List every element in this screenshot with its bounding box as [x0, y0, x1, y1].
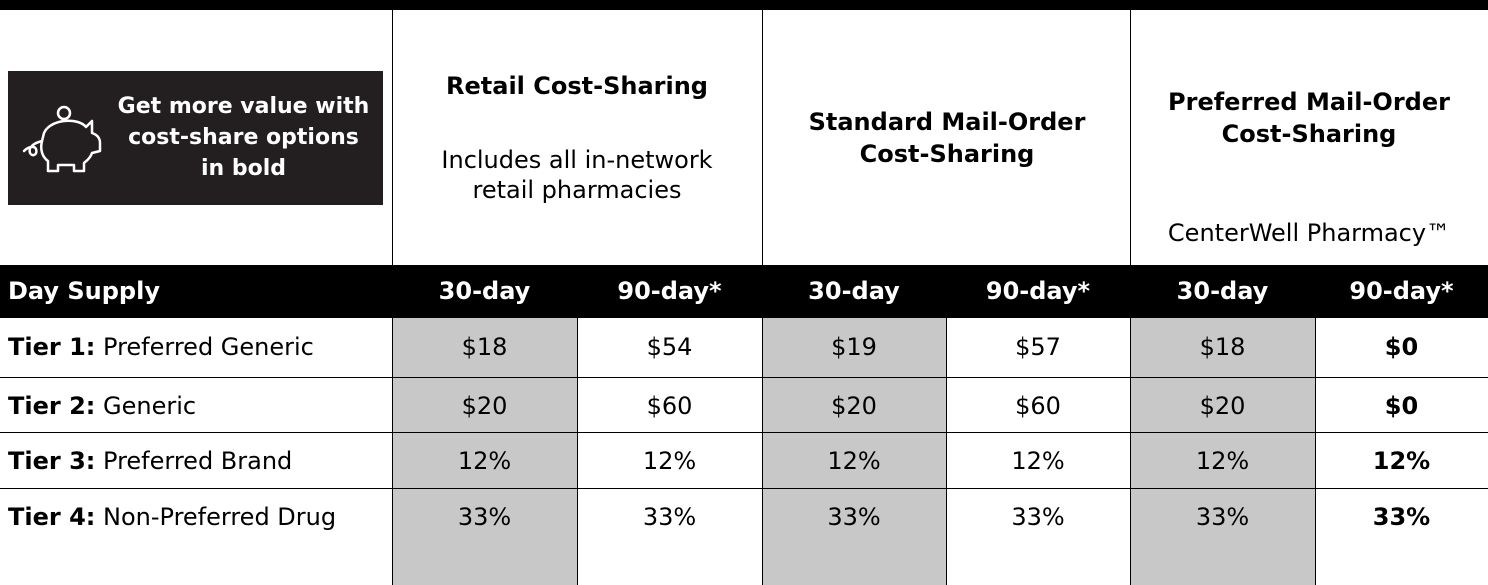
column-divider [577, 318, 578, 585]
cost-cell: $60 [1015, 392, 1061, 420]
top-bar [0, 0, 1488, 10]
column-title: Retail Cost-Sharing [446, 72, 708, 100]
header-cell: 30-day [808, 277, 900, 305]
column-title: Preferred Mail-Order Cost-Sharing [1168, 88, 1450, 148]
cost-cell: $57 [1015, 333, 1061, 361]
cost-cell: $19 [762, 318, 946, 377]
tier-cell: Tier 1: Preferred Generic [0, 318, 392, 377]
header-cell: 90-day* [1349, 277, 1454, 305]
tier-label: Tier 2: [8, 392, 96, 420]
column-subtitle: CenterWell Pharmacy™ [1167, 219, 1451, 247]
cost-cell: $54 [646, 333, 693, 361]
column-divider [392, 318, 393, 585]
tier-name: Generic [103, 392, 197, 420]
column-title: Standard Mail-Order Cost-Sharing [808, 108, 1086, 168]
tier-cell: Tier 3: Preferred Brand [0, 432, 392, 488]
cost-cell: 12% [392, 432, 577, 488]
cost-cell: 12% [1011, 447, 1065, 475]
tier-label: Tier 4: [8, 503, 96, 531]
header-cell: Day Supply [8, 277, 160, 305]
tier-label: Tier 1: [8, 333, 96, 361]
cost-cell: $18 [1130, 318, 1315, 377]
cost-cell: $20 [1130, 377, 1315, 432]
column-divider [946, 318, 947, 585]
column-divider [1315, 318, 1316, 585]
cost-cell: 12% [762, 432, 946, 488]
row-divider [0, 432, 1488, 433]
cost-cell: $20 [762, 377, 946, 432]
header-cell: 30-day [1176, 277, 1269, 305]
cost-cell: 12% [642, 447, 697, 475]
header-cell: 90-day* [617, 277, 722, 305]
cost-cell: 33% [1372, 503, 1431, 531]
cost-cell: $20 [392, 377, 577, 432]
divider [1130, 10, 1131, 265]
badge-text: Get more value with cost-share options i… [117, 94, 370, 181]
divider [392, 10, 393, 265]
tier-label: Tier 3: [8, 447, 96, 475]
header-cell: 90-day* [985, 277, 1091, 305]
tier-cell: Tier 2: Generic [0, 377, 392, 432]
column-divider [1130, 318, 1131, 585]
row-divider [0, 488, 1488, 489]
cost-cell: $0 [1384, 392, 1419, 420]
cost-cell: 33% [642, 503, 697, 531]
divider [762, 10, 763, 265]
cost-cell: 33% [392, 488, 577, 585]
piggy-icon [22, 105, 102, 173]
header-row [0, 265, 1488, 318]
cost-cell: 12% [1130, 432, 1315, 488]
tier-cell: Tier 4: Non-Preferred Drug [0, 488, 392, 585]
column-divider [762, 318, 763, 585]
cost-cell: $18 [392, 318, 577, 377]
column-subtitle: Includes all in-network retail pharmacie… [441, 146, 713, 204]
row-divider [0, 377, 1488, 378]
header-cell: 30-day [438, 277, 531, 305]
cost-cell: 12% [1372, 447, 1431, 475]
cost-cell: 33% [762, 488, 946, 585]
tier-name: Non-Preferred Drug [103, 503, 337, 531]
cost-cell: 33% [1011, 503, 1065, 531]
cost-cell: 33% [1130, 488, 1315, 585]
cost-cell: $0 [1384, 333, 1419, 361]
badge: Get more value with cost-share options i… [8, 71, 383, 205]
cost-cell: $60 [646, 392, 693, 420]
tier-name: Preferred Brand [103, 447, 293, 475]
tier-name: Preferred Generic [103, 333, 314, 361]
